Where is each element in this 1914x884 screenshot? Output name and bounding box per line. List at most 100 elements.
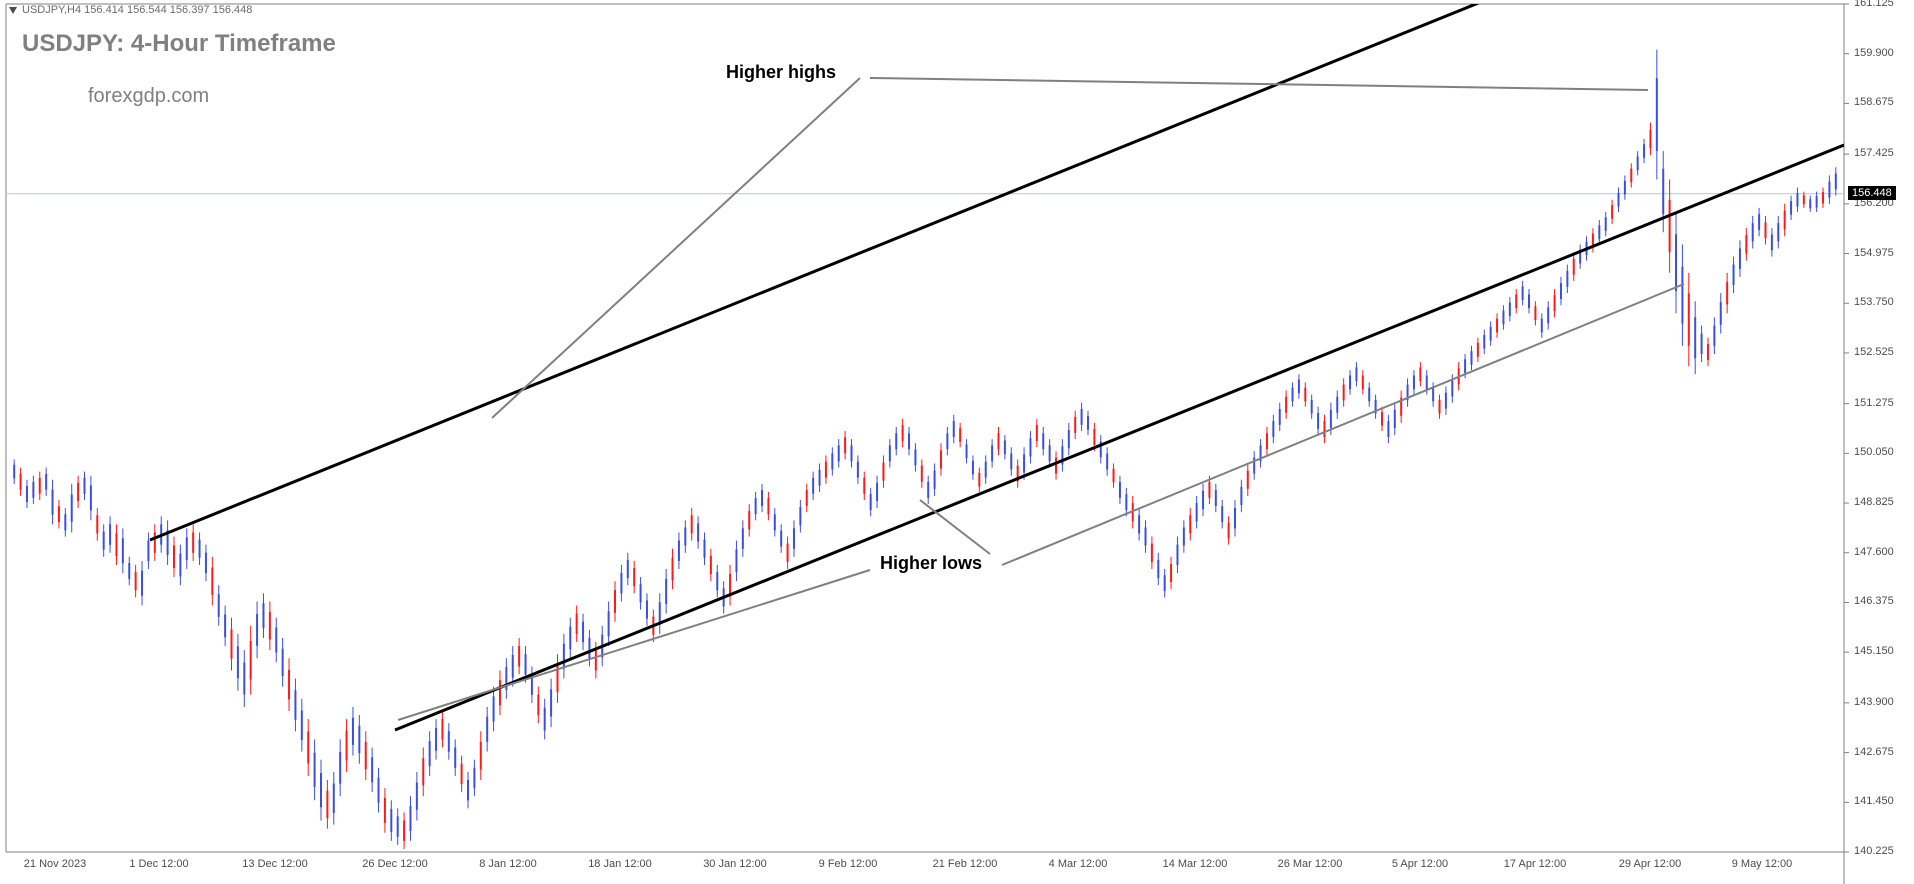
candle-body	[537, 695, 539, 715]
candle-body	[1215, 490, 1217, 506]
annotation-line	[1002, 284, 1684, 565]
candle-body	[1439, 400, 1441, 414]
candle-body	[716, 572, 718, 590]
x-tick-label: 4 Mar 12:00	[1049, 858, 1108, 870]
candle-body	[1292, 388, 1294, 402]
candle-body	[1828, 182, 1830, 198]
candle-body	[1234, 508, 1236, 528]
candle-body	[831, 454, 833, 470]
candle-body	[1004, 440, 1006, 454]
candle-body	[231, 629, 233, 659]
candle-body	[1387, 421, 1389, 437]
candle-body	[1617, 193, 1619, 207]
candle-body	[1413, 376, 1415, 390]
candle-body	[806, 490, 808, 506]
candle-body	[1113, 469, 1115, 483]
candle-body	[563, 644, 565, 669]
candle-body	[998, 433, 1000, 449]
candle-body	[678, 541, 680, 561]
candle-body	[96, 515, 98, 533]
candle-body	[1566, 271, 1568, 287]
candle-body	[1554, 295, 1556, 311]
candle-body	[595, 650, 597, 670]
candle-body	[876, 483, 878, 501]
candle-body	[921, 466, 923, 482]
candle-body	[1637, 156, 1639, 170]
candle-body	[269, 612, 271, 639]
candle-body	[1304, 388, 1306, 402]
candle-body	[1074, 417, 1076, 433]
candle-body	[838, 445, 840, 461]
y-tick-label: 159.900	[1854, 47, 1894, 59]
candle-body	[1311, 400, 1313, 414]
candle-body	[1240, 487, 1242, 505]
candle-body	[1681, 267, 1683, 324]
candle-body	[1317, 413, 1319, 429]
candle-body	[45, 474, 47, 490]
candle-body	[966, 445, 968, 459]
candle-body	[914, 449, 916, 465]
candle-body	[1502, 311, 1504, 325]
candle-body	[1419, 367, 1421, 381]
x-tick-label: 9 Feb 12:00	[819, 858, 878, 870]
candle-body	[780, 531, 782, 547]
candle-body	[1023, 454, 1025, 472]
candle-body	[978, 473, 980, 487]
trendline-lower	[395, 145, 1844, 730]
candle-body	[1764, 222, 1766, 238]
candle-body	[1822, 192, 1824, 203]
candle-body	[1010, 454, 1012, 470]
candle-body	[71, 495, 73, 522]
candle-body	[755, 498, 757, 514]
candle-body	[173, 545, 175, 568]
candle-body	[1745, 235, 1747, 253]
candle-body	[339, 752, 341, 784]
dropdown-triangle-icon[interactable]	[9, 7, 17, 14]
candle-body	[1336, 397, 1338, 413]
candle-body	[646, 600, 648, 618]
candle-body	[1381, 412, 1383, 426]
y-tick-label: 148.825	[1854, 496, 1894, 508]
candle-body	[946, 433, 948, 449]
candle-body	[1279, 409, 1281, 425]
candle-body	[1477, 343, 1479, 357]
candle-body	[1355, 367, 1357, 381]
y-tick-label: 154.975	[1854, 247, 1894, 259]
candle-body	[1733, 265, 1735, 285]
candle-body	[1176, 545, 1178, 565]
candle-body	[850, 445, 852, 461]
candle-body	[1125, 494, 1127, 510]
candle-body	[1068, 430, 1070, 448]
candle-body	[39, 478, 41, 494]
candle-body	[1368, 388, 1370, 402]
candle-body	[812, 478, 814, 494]
x-tick-label: 17 Apr 12:00	[1504, 858, 1566, 870]
x-tick-label: 8 Jan 12:00	[479, 858, 537, 870]
candle-body	[1426, 376, 1428, 390]
candle-body	[186, 537, 188, 560]
candle-body	[199, 540, 201, 558]
candle-body	[205, 553, 207, 573]
candle-body	[1451, 380, 1453, 396]
candle-body	[882, 463, 884, 481]
candle-body	[358, 726, 360, 753]
candle-body	[1758, 214, 1760, 230]
candle-body	[77, 483, 79, 501]
candle-body	[1803, 195, 1805, 204]
candle-body	[64, 514, 66, 530]
candle-body	[192, 532, 194, 552]
candle-body	[397, 816, 399, 836]
y-tick-label: 142.675	[1854, 746, 1894, 758]
current-price-tag: 156.448	[1848, 186, 1896, 200]
candle-body	[288, 670, 290, 700]
candle-body	[371, 757, 373, 782]
candle-body	[1145, 527, 1147, 545]
candle-body	[1221, 506, 1223, 522]
candle-body	[58, 506, 60, 522]
chart-title: USDJPY: 4-Hour Timeframe	[22, 30, 336, 58]
candle-body	[819, 470, 821, 486]
candle-body	[512, 655, 514, 678]
candle-body	[1771, 234, 1773, 250]
candle-body	[1611, 205, 1613, 219]
candle-body	[224, 614, 226, 637]
